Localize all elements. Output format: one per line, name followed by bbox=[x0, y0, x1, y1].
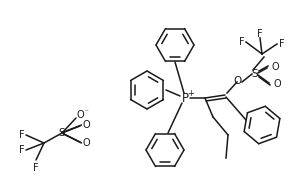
Text: O: O bbox=[273, 79, 281, 89]
Text: O: O bbox=[76, 110, 84, 120]
Text: F: F bbox=[33, 163, 39, 173]
Text: S: S bbox=[59, 128, 65, 138]
Text: F: F bbox=[239, 37, 245, 47]
Text: O: O bbox=[82, 120, 90, 130]
Text: F: F bbox=[279, 39, 285, 49]
Text: F: F bbox=[19, 145, 25, 155]
Text: P: P bbox=[181, 92, 188, 104]
Text: O: O bbox=[271, 62, 279, 72]
Text: O: O bbox=[82, 138, 90, 148]
Text: F: F bbox=[257, 29, 263, 39]
Text: F: F bbox=[19, 130, 25, 140]
Text: ⁻: ⁻ bbox=[84, 108, 88, 117]
Text: +: + bbox=[187, 89, 194, 98]
Text: S: S bbox=[252, 69, 258, 79]
Text: O: O bbox=[233, 76, 241, 86]
